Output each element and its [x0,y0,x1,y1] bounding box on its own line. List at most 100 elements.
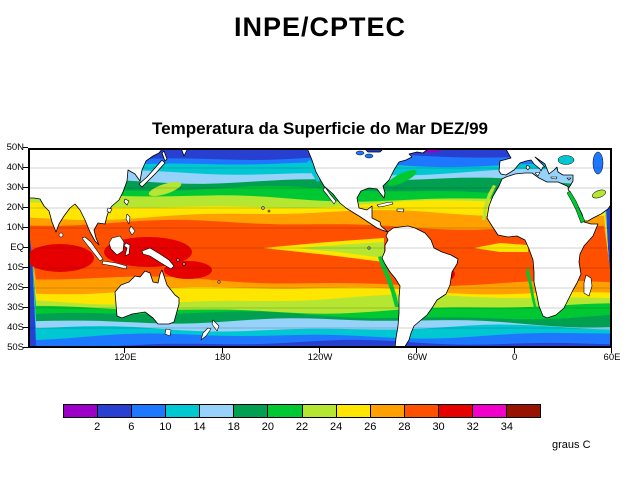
lat-tick-mark [23,347,28,348]
benguela-upwelling [526,266,540,315]
lon-tick-mark [221,348,223,353]
lat-tick-label: 20N [6,202,24,213]
colorbar-segment [437,404,473,418]
colorbar-tick-label: 20 [261,421,274,433]
peru-upwelling [378,256,399,307]
lon-tick-mark [124,348,126,353]
great-lakes-east [364,153,374,159]
chart-title: Temperatura da Superficie do Mar DEZ/99 [152,119,488,138]
colorbar-tick-label: 24 [330,421,343,433]
lat-tick-label: 50S [7,342,24,353]
continents [28,148,612,348]
canary-upwelling [482,185,496,220]
lat-tick-label: EQ [10,242,24,253]
lon-tick-label: 120E [114,352,137,363]
lat-tick-mark [23,307,28,308]
island-hainan [106,207,113,214]
colorbar-segment [199,404,235,418]
colorbar-tick-label: 14 [193,421,206,433]
lat-tick-mark [23,267,28,268]
colorbar-tick-label: 30 [432,421,445,433]
colorbar-tick-label: 10 [159,421,172,433]
colorbar-segment [97,404,133,418]
lat-tick-mark [23,287,28,288]
page-title: INPE/CPTEC [233,12,407,42]
great-lakes-west [355,150,365,156]
islands-new-zealand [200,319,220,341]
island-taiwan [123,198,130,206]
colorbar-segment [471,404,508,418]
lat-tick-mark [23,167,28,168]
landmass-south-america [381,225,459,348]
kuroshio-warm-tongue [148,181,182,197]
colorbar-segment [165,404,201,418]
lat-tick-label: 30S [7,302,24,313]
colorbar-segment [301,404,337,418]
inland-seas [355,150,606,224]
lon-tick-mark [416,348,418,353]
lon-tick-mark [611,348,612,353]
island-sri-lanka [58,232,64,238]
colorbar-segment [369,404,405,418]
island-galapagos [367,246,371,250]
island-cyprus [566,177,572,181]
lat-tick-label: 40S [7,322,24,333]
island-hawaii-2 [267,209,271,213]
lat-tick-label: 50N [6,142,24,153]
lon-tick-mark [319,348,320,353]
lat-tick-label: 10S [7,262,24,273]
lon-tick-label: 60E [603,352,621,363]
landmass-europe-middle-east [498,148,612,222]
lat-tick-mark [23,327,28,328]
coral-sea-warm-patch [164,261,212,279]
map-frame [28,148,612,348]
lat-tick-mark [23,147,28,148]
colorbar-segment [131,404,167,418]
island-fiji [217,280,221,284]
island-sulawesi [123,242,131,257]
island-sardinia [525,164,531,171]
island-madagascar [583,274,593,297]
landmass-sakhalin [161,150,168,162]
lon-tick-mark [513,348,515,353]
california-current [307,160,320,182]
island-borneo [108,235,125,256]
landmass-asia [28,148,164,246]
gulf-stream-warm-tongue [387,170,417,186]
island-cuba [376,201,394,208]
colorbar-tick-label: 26 [364,421,377,433]
colorbar-tick-label: 28 [398,421,411,433]
colorbar-tick-label: 22 [295,421,309,433]
lat-tick-mark [23,187,28,188]
island-java [101,260,128,270]
lat-tick-label: 20S [7,282,24,293]
red-sea [566,190,586,224]
island-tasmania [164,328,172,337]
peninsula-baja [322,186,337,205]
lon-tick-label: 0 [512,352,518,363]
persian-gulf [592,189,606,199]
colorbar-segment [335,404,371,418]
island-vanuatu [182,262,186,266]
colorbar [63,404,542,418]
landmass-africa [486,172,599,319]
lat-tick-mark [23,227,28,228]
island-sumatra [81,236,104,262]
atlantic-cold-tongue [474,243,528,252]
colorbar-segment [63,404,99,418]
sst-map [28,148,612,348]
lat-tick-mark [23,247,28,248]
lat-tick-label: 40N [6,162,24,173]
island-hispaniola [396,208,405,213]
landmass-north-america [306,148,430,233]
colorbar-tick-label: 18 [227,421,240,433]
islands-philippines [125,213,136,236]
lat-tick-label: 30N [6,182,24,193]
lon-tick-label: 120W [307,352,333,363]
colorbar-segment [403,404,439,418]
colorbar-tick-label: 2 [94,421,101,433]
caspian-sea [592,151,604,175]
colorbar-tick-label: 6 [128,421,135,433]
colorbar-tick-label: 32 [466,421,479,433]
